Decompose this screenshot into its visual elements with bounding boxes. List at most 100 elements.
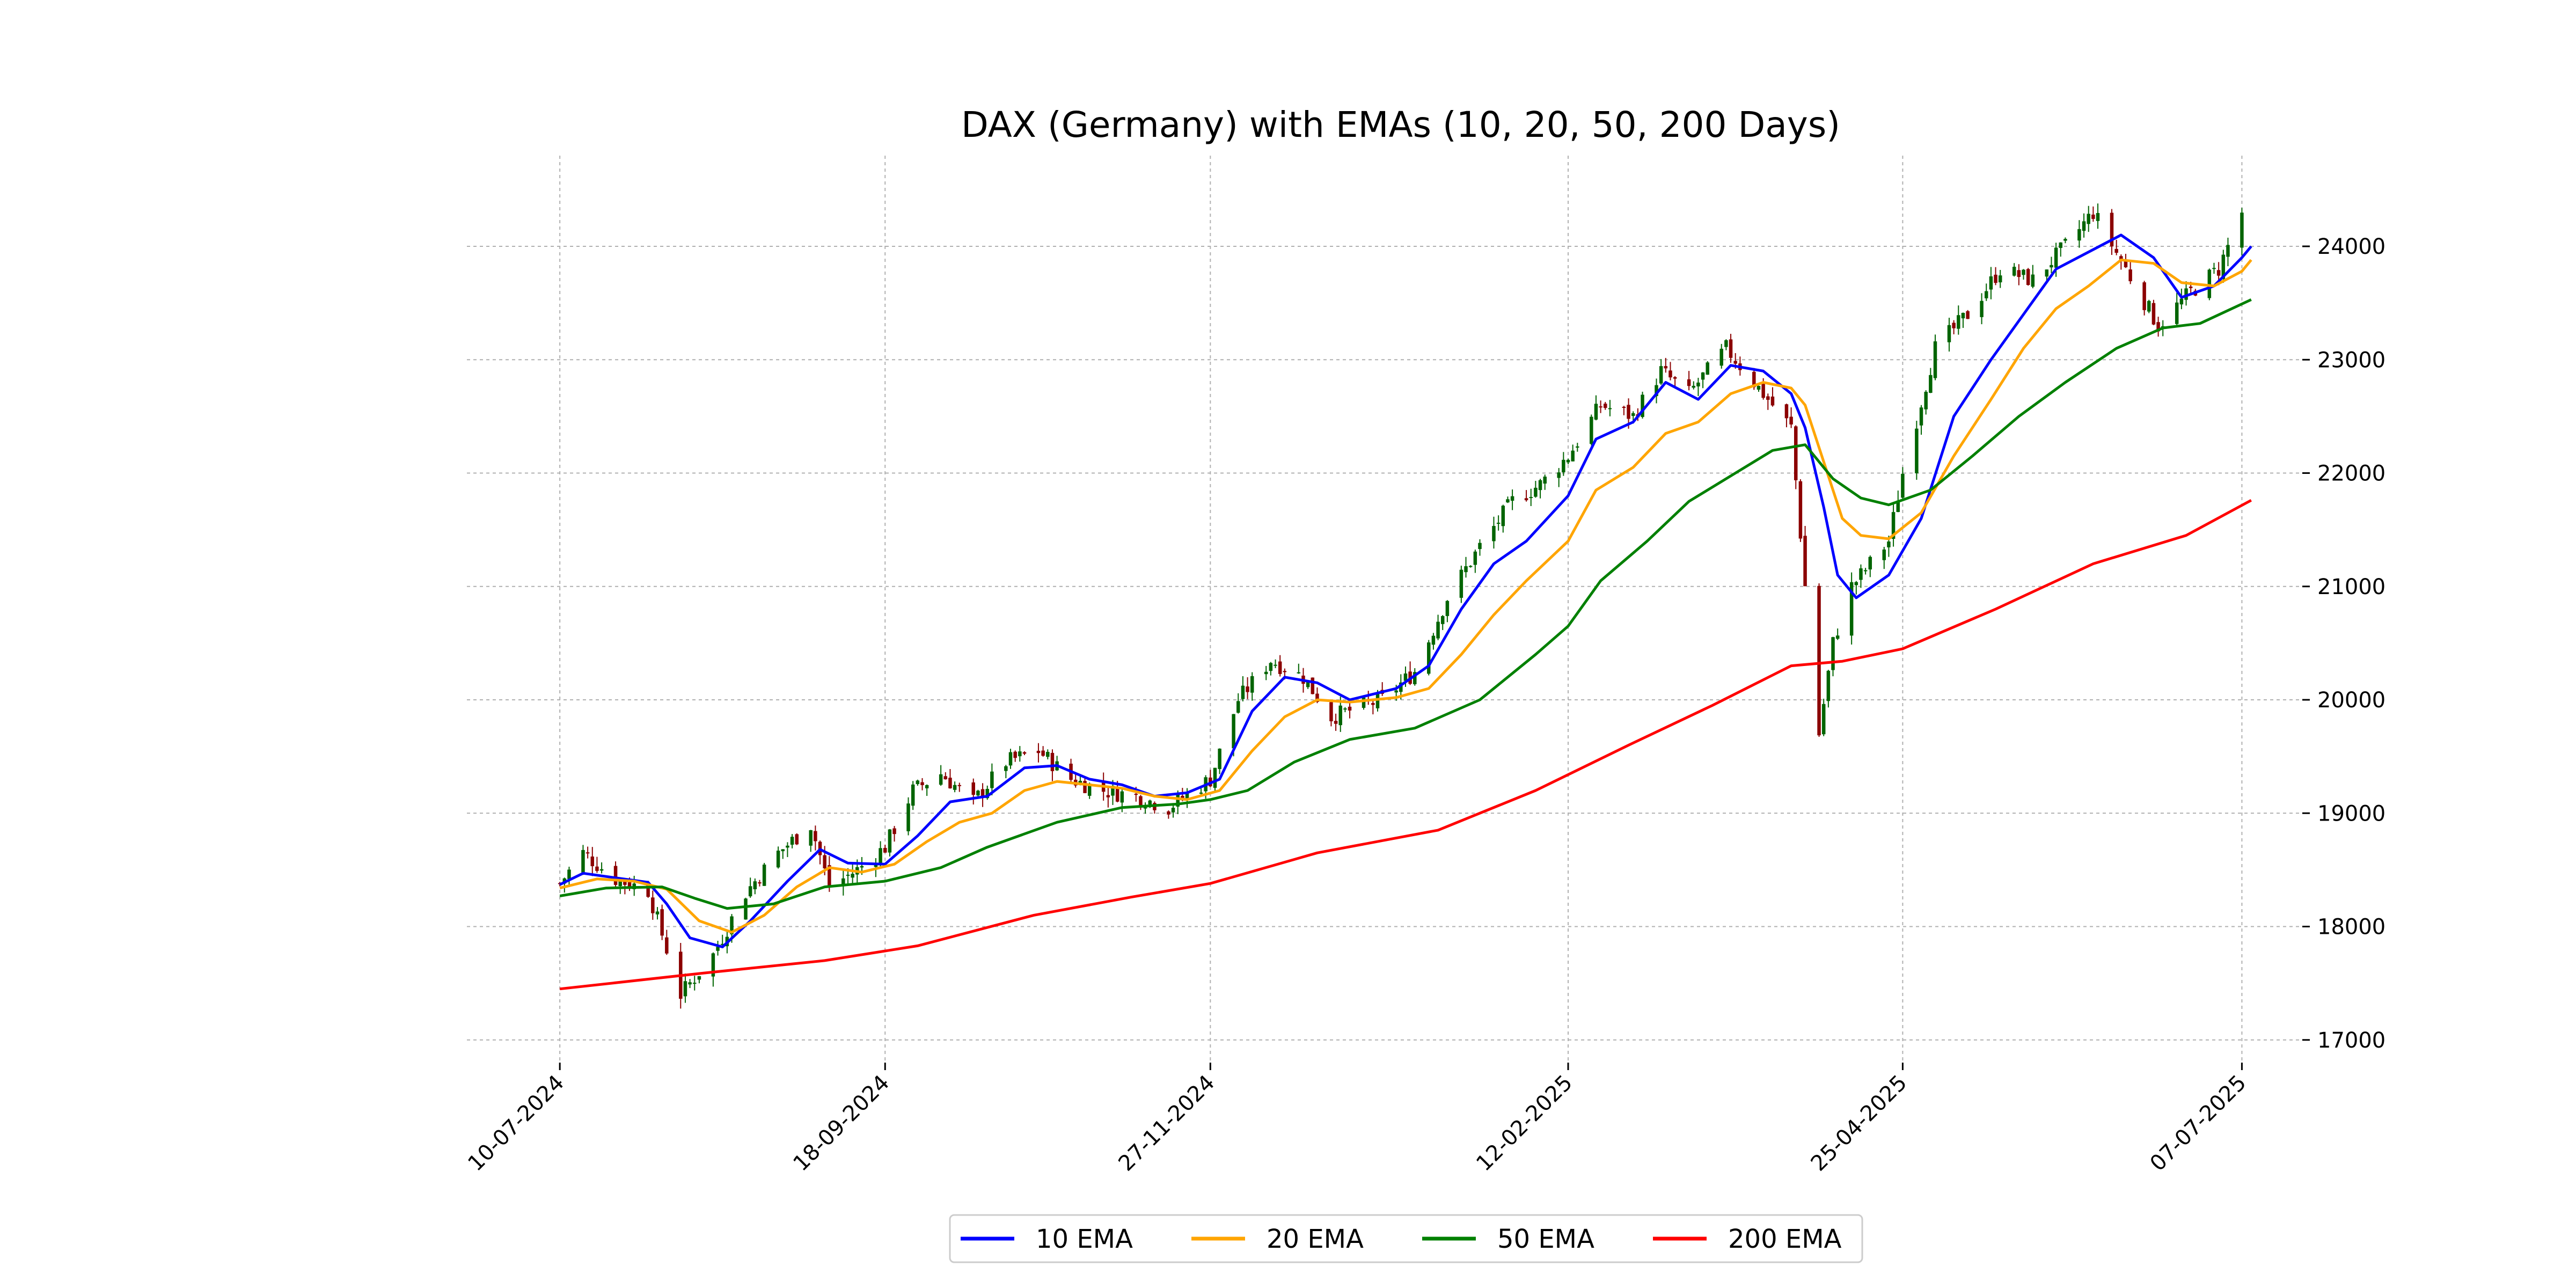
candle-body bbox=[2240, 213, 2244, 248]
candle-body bbox=[1232, 714, 1235, 749]
candle-body bbox=[599, 869, 604, 871]
candle-body bbox=[1283, 671, 1287, 672]
candle-body bbox=[1394, 690, 1398, 693]
legend-label: 10 EMA bbox=[1036, 1224, 1133, 1254]
candle-body bbox=[1784, 404, 1789, 419]
candle-body bbox=[888, 829, 892, 853]
y-tick-label: 17000 bbox=[2317, 1028, 2385, 1053]
candle-body bbox=[1604, 404, 1607, 408]
candle-body bbox=[1371, 702, 1375, 705]
candle-body bbox=[613, 866, 618, 885]
candle-body bbox=[1706, 362, 1709, 375]
series-line-20-ema bbox=[559, 258, 2252, 934]
candle-body bbox=[2031, 274, 2035, 287]
candle-body bbox=[1464, 566, 1468, 573]
candle-body bbox=[1167, 811, 1170, 815]
candle-body bbox=[1329, 702, 1333, 722]
candle-body bbox=[1334, 721, 1338, 724]
candle-body bbox=[1543, 477, 1547, 484]
candle-body bbox=[809, 830, 813, 846]
candle-body bbox=[943, 776, 948, 780]
candle-body bbox=[1868, 557, 1872, 570]
candle-body bbox=[1185, 793, 1189, 800]
candle-body bbox=[2050, 265, 2053, 268]
candle-body bbox=[1478, 543, 1482, 550]
candle-body bbox=[1315, 693, 1319, 702]
candle-body bbox=[795, 834, 799, 845]
candle-body bbox=[1933, 341, 1937, 378]
candle-body bbox=[720, 943, 724, 945]
candle-body bbox=[1338, 705, 1342, 726]
candle-body bbox=[2012, 267, 2016, 276]
candle-body bbox=[730, 916, 734, 934]
legend: 10 EMA 20 EMA 50 EMA 200 EMA bbox=[949, 1214, 1863, 1263]
candle-body bbox=[1919, 407, 1923, 426]
candle-body bbox=[1348, 706, 1352, 711]
candle-body bbox=[2175, 302, 2179, 324]
candle-body bbox=[1375, 693, 1380, 708]
candle-body bbox=[1431, 635, 1436, 645]
candle-body bbox=[1436, 621, 1440, 639]
candle-body bbox=[1724, 340, 1728, 347]
candle-body bbox=[1687, 379, 1691, 386]
candle-body bbox=[623, 881, 627, 885]
candle-body bbox=[1998, 275, 2002, 283]
candle-body bbox=[1362, 697, 1366, 708]
candle-body bbox=[1989, 276, 1993, 290]
candle-body bbox=[2226, 245, 2230, 257]
candle-body bbox=[2087, 214, 2090, 224]
candle-body bbox=[1590, 416, 1593, 444]
candle-body bbox=[1984, 291, 1988, 298]
candle-body bbox=[916, 780, 920, 784]
candle-body bbox=[2022, 269, 2025, 275]
candle-body bbox=[957, 785, 962, 786]
legend-box bbox=[949, 1214, 1863, 1263]
candle-body bbox=[1468, 566, 1473, 567]
candle-body bbox=[976, 791, 980, 796]
y-tick-label: 22000 bbox=[2317, 462, 2385, 486]
chart-title: DAX (Germany) with EMAs (10, 20, 50, 200… bbox=[961, 104, 1840, 145]
candle-body bbox=[665, 937, 669, 954]
candle-body bbox=[879, 848, 882, 866]
candle-body bbox=[1459, 569, 1463, 598]
candle-body bbox=[1798, 481, 1803, 539]
candle-body bbox=[1492, 526, 1496, 541]
candle-body bbox=[1506, 499, 1510, 503]
candle-body bbox=[1120, 791, 1124, 803]
candle-body bbox=[1148, 800, 1152, 804]
candle-body bbox=[1924, 392, 1928, 409]
x-tick-label: 07-07-2025 bbox=[2146, 1071, 2251, 1176]
candle-body bbox=[1929, 375, 1933, 393]
candle-body bbox=[948, 778, 952, 789]
candle-body bbox=[2082, 221, 2086, 231]
candle-body bbox=[2189, 287, 2193, 288]
candle-body bbox=[1789, 416, 1793, 425]
candle-body bbox=[906, 803, 910, 831]
y-tick-label: 18000 bbox=[2317, 915, 2385, 940]
candle-body bbox=[2156, 322, 2160, 332]
candle-body bbox=[1701, 372, 1705, 380]
candle-body bbox=[1826, 670, 1831, 701]
candle-body bbox=[925, 785, 929, 788]
legend-label: 200 EMA bbox=[1728, 1224, 1842, 1254]
x-tick-label: 27-11-2024 bbox=[1114, 1071, 1219, 1176]
x-tick-label: 18-09-2024 bbox=[788, 1071, 894, 1176]
candle-body bbox=[828, 865, 831, 888]
candle-body bbox=[1770, 396, 1775, 406]
candle-body bbox=[1821, 704, 1826, 735]
candle-body bbox=[1961, 312, 1965, 319]
candle-body bbox=[939, 774, 943, 785]
candle-body bbox=[1655, 385, 1658, 397]
candle-body bbox=[1594, 404, 1598, 420]
candle-body bbox=[2124, 260, 2128, 268]
candle-body bbox=[2026, 269, 2030, 286]
candle-body bbox=[567, 869, 571, 879]
candle-body bbox=[1269, 663, 1273, 671]
candle-body bbox=[1445, 601, 1450, 616]
candle-body bbox=[1538, 480, 1542, 491]
candle-body bbox=[1966, 311, 1970, 319]
candle-body bbox=[1859, 568, 1863, 580]
candle-body bbox=[762, 865, 766, 886]
candlesticks bbox=[558, 203, 2244, 1009]
